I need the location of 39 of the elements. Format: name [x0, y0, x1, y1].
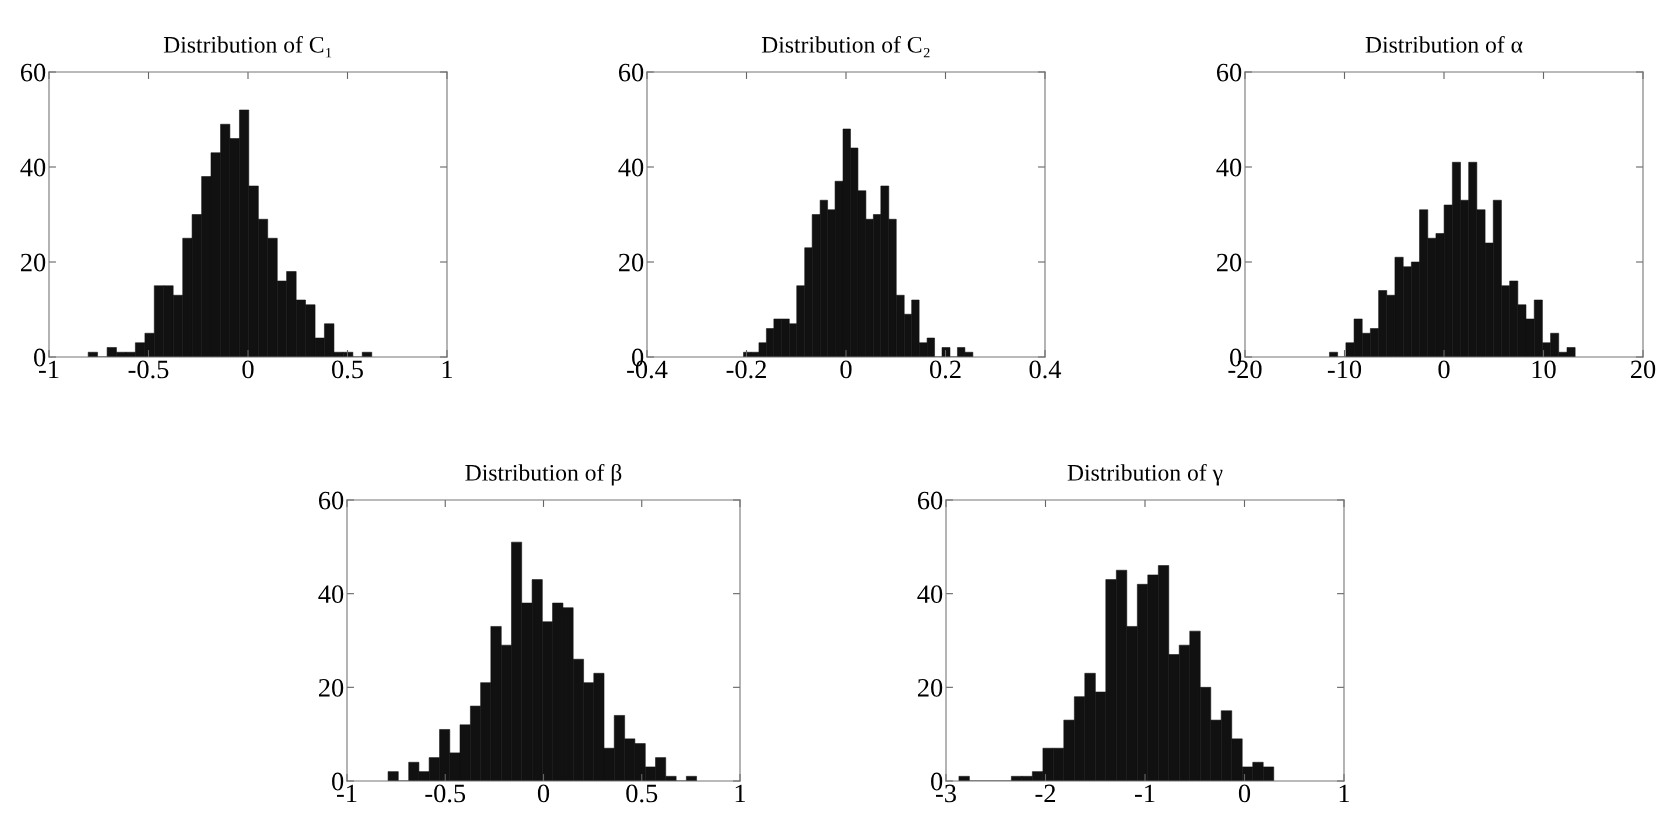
- y-tick-label: 20: [618, 253, 644, 272]
- x-tick-label: 0: [537, 784, 550, 803]
- y-tick-label: 40: [618, 158, 644, 177]
- y-tick-label: 20: [917, 678, 943, 697]
- y-tick-label: 40: [318, 585, 344, 604]
- y-tick-label: 40: [1216, 158, 1242, 177]
- x-tick-label: -0.2: [726, 360, 766, 379]
- chart-title: Distribution of C₁: [163, 35, 332, 58]
- y-tick-label: 20: [20, 253, 46, 272]
- x-tick-label: 0.5: [626, 784, 658, 803]
- x-tick-label: -2: [1035, 784, 1056, 803]
- x-tick-label: 10: [1532, 360, 1556, 379]
- y-tick-label: 60: [318, 491, 344, 510]
- x-tick-label: -1: [1134, 784, 1155, 803]
- x-tick-label: -10: [1327, 360, 1362, 379]
- x-tick-label: -0.5: [425, 784, 466, 803]
- x-tick-label: 1: [735, 784, 746, 803]
- x-tick-label: 0.4: [1029, 360, 1062, 379]
- x-tick-label: 20: [1630, 360, 1656, 379]
- chart-title: Distribution of γ: [1067, 463, 1223, 486]
- y-tick-label: 60: [1216, 63, 1242, 82]
- chart-title: Distribution of β: [465, 463, 622, 486]
- chart-title: Distribution of α: [1365, 35, 1523, 53]
- chart-title: Distribution of C₂: [761, 35, 930, 58]
- y-tick-label: 20: [318, 678, 344, 697]
- y-tick-label: 20: [1216, 253, 1242, 272]
- y-tick-label: 60: [917, 491, 943, 510]
- x-tick-label: 0: [840, 360, 852, 379]
- x-tick-label: 0: [242, 360, 254, 379]
- y-tick-label: 40: [917, 585, 943, 604]
- x-tick-label: 0: [1438, 360, 1450, 379]
- y-tick-label: 60: [618, 63, 644, 82]
- x-tick-label: 0.2: [930, 360, 961, 379]
- x-tick-label: 0.5: [332, 360, 363, 379]
- x-tick-label: 1: [1339, 784, 1350, 803]
- y-tick-label: 40: [20, 158, 46, 177]
- x-tick-label: -0.5: [128, 360, 169, 379]
- x-tick-label: 1: [442, 360, 453, 379]
- y-tick-label: 60: [20, 63, 46, 82]
